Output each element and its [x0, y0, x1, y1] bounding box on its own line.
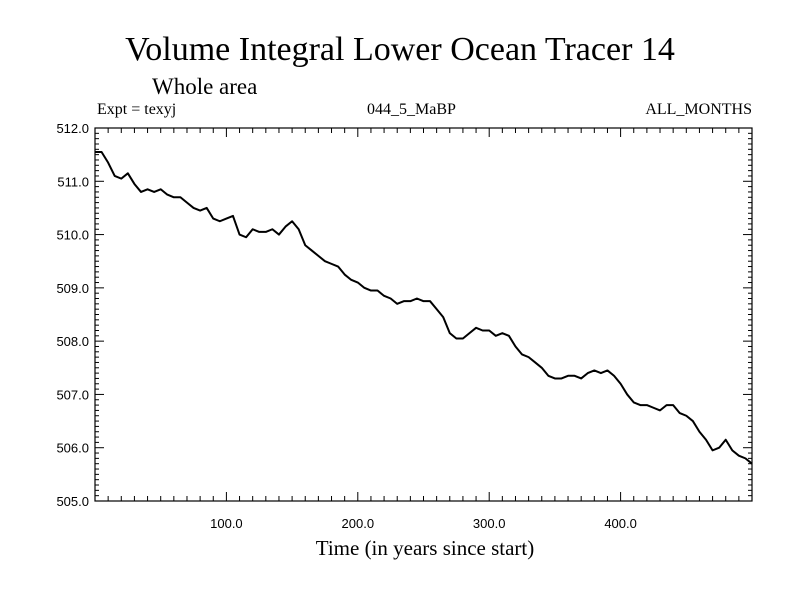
- y-tick-label: 509.0: [56, 281, 89, 296]
- y-tick-label: 505.0: [56, 494, 89, 509]
- months-label: ALL_MONTHS: [645, 101, 752, 118]
- series-line: [95, 150, 753, 465]
- plot-frame: [94, 127, 753, 502]
- y-tick-label: 508.0: [56, 334, 89, 349]
- x-axis-label: Time (in years since start): [315, 536, 535, 560]
- x-tick-label: 200.0: [342, 516, 375, 531]
- run-label: 044_5_MaBP: [367, 101, 456, 118]
- chart-title: Volume Integral Lower Ocean Tracer 14: [125, 31, 675, 68]
- experiment-label: Expt = texyj: [97, 101, 177, 118]
- x-tick-label: 300.0: [473, 516, 506, 531]
- x-tick-label: 100.0: [210, 516, 243, 531]
- y-tick-label: 506.0: [56, 441, 89, 456]
- y-tick-label: 511.0: [57, 174, 89, 189]
- x-tick-label: 400.0: [604, 516, 637, 531]
- y-tick-label: 507.0: [56, 387, 89, 402]
- y-tick-label: 512.0: [56, 121, 89, 136]
- y-tick-label: 510.0: [56, 228, 89, 243]
- chart-subtitle: Whole area: [152, 74, 258, 99]
